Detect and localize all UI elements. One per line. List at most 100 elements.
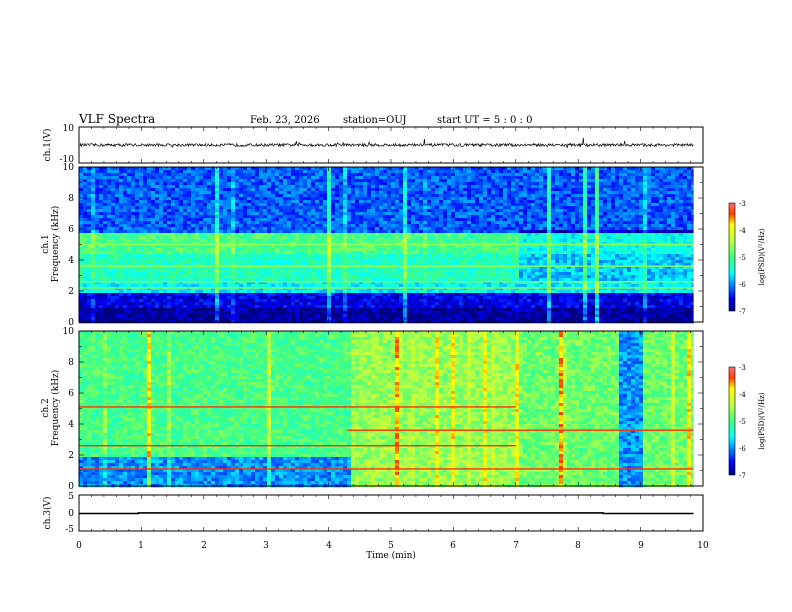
spectrogram-cell [271, 278, 276, 282]
spectrogram-cell [247, 251, 252, 255]
spectrogram-cell [131, 242, 136, 246]
spectrogram-cell [347, 236, 352, 240]
spectrogram-cell [339, 197, 344, 201]
spectrogram-cell [419, 248, 424, 252]
spectrogram-cell [419, 191, 424, 195]
spectrogram-cell [395, 290, 400, 294]
spectrogram-cell [83, 263, 88, 267]
spectrogram-cell [287, 299, 292, 303]
spectrogram-cell [403, 185, 408, 189]
spectrogram-cell [79, 173, 84, 177]
spectrogram-cell [223, 302, 228, 306]
spectrogram-cell [315, 236, 320, 240]
spectrogram-cell [95, 242, 100, 246]
spectrogram-cell [327, 242, 332, 246]
spectrogram-cell [391, 239, 396, 243]
spectrogram-cell [147, 302, 152, 306]
spectrogram-cell [347, 266, 352, 270]
spectrogram-cell [119, 227, 124, 231]
spectrogram-cell [287, 221, 292, 225]
spectrogram-cell [379, 314, 384, 318]
spectrogram-cell [235, 308, 240, 312]
spectrogram-cell [271, 311, 276, 315]
spectrogram-cell [127, 236, 132, 240]
spectrogram-cell [159, 194, 164, 198]
spectrogram-cell [211, 212, 216, 216]
spectrogram-cell [243, 194, 248, 198]
spectrogram-cell [283, 290, 288, 294]
ch1-waveform-trace [79, 137, 694, 148]
spectrogram-cell [367, 278, 372, 282]
spectrogram-cell [395, 236, 400, 240]
spectrogram-cell [283, 287, 288, 291]
spectrogram-cell [335, 194, 340, 198]
spectrogram-cell [355, 224, 360, 228]
spectrogram-cell [107, 185, 112, 189]
spectrogram-cell [227, 278, 232, 282]
spectrogram-cell [167, 287, 172, 291]
spectrogram-cell [335, 209, 340, 213]
spectrogram-cell [87, 281, 92, 285]
spectrogram-cell [107, 179, 112, 183]
spectrogram-cell [419, 233, 424, 237]
spectrogram-cell [443, 191, 448, 195]
spectrogram-cell [147, 236, 152, 240]
spectrogram-cell [399, 173, 404, 177]
spectrogram-cell [167, 296, 172, 300]
spectrogram-cell [255, 305, 260, 309]
spectrogram-cell [443, 308, 448, 312]
spectrogram-cell [283, 278, 288, 282]
spectrogram-cell [95, 233, 100, 237]
spectrogram-cell [347, 245, 352, 249]
spectrogram-cell [395, 311, 400, 315]
spectrogram-cell [103, 263, 108, 267]
spectrogram-cell [179, 206, 184, 210]
spectrogram-cell [255, 224, 260, 228]
spectrogram-cell [155, 185, 160, 189]
spectrogram-cell [447, 302, 452, 306]
spectrogram-cell [79, 299, 84, 303]
spectrogram-cell [119, 257, 124, 261]
spectrogram-cell [363, 278, 368, 282]
spectrogram-cell [223, 293, 228, 297]
spectrogram-cell [407, 221, 412, 225]
spectrogram-cell [367, 224, 372, 228]
spectrogram-cell [275, 272, 280, 276]
spectrogram-cell [307, 209, 312, 213]
spectrogram-cell [335, 218, 340, 222]
spectrogram-cell [183, 251, 188, 255]
spectrogram-cell [307, 179, 312, 183]
spectrogram-cell [387, 185, 392, 189]
spectrogram-cell [327, 209, 332, 213]
spectrogram-cell [251, 212, 256, 216]
spectrogram-cell [163, 314, 168, 318]
spectrogram-cell [315, 263, 320, 267]
spectrogram-cell [163, 296, 168, 300]
spectrogram-cell [235, 215, 240, 219]
spectrogram-cell [131, 311, 136, 315]
spectrogram-cell [287, 302, 292, 306]
spectrogram-cell [95, 248, 100, 252]
spectrogram-cell [91, 245, 96, 249]
spectrogram-cell [355, 284, 360, 288]
spectrogram-cell [207, 239, 212, 243]
spectrogram-cell [263, 281, 268, 285]
spectrogram-cell [227, 254, 232, 258]
spectrogram-cell [119, 317, 124, 321]
spectrogram-cell [399, 260, 404, 264]
spectrogram-cell [383, 206, 388, 210]
spectrogram-cell [119, 185, 124, 189]
spectrogram-cell [103, 299, 108, 303]
spectrogram-cell [127, 284, 132, 288]
spectrogram-cell [95, 299, 100, 303]
spectrogram-cell [163, 236, 168, 240]
spectrogram-cell [179, 188, 184, 192]
spectrogram-cell [407, 314, 412, 318]
spectrogram-cell [423, 215, 428, 219]
spectrogram-cell [391, 275, 396, 279]
spectrogram-cell [79, 236, 84, 240]
spectrogram-cell [267, 221, 272, 225]
spectrogram-cell [387, 236, 392, 240]
spectrogram-cell [339, 218, 344, 222]
spectrogram-cell [139, 290, 144, 294]
